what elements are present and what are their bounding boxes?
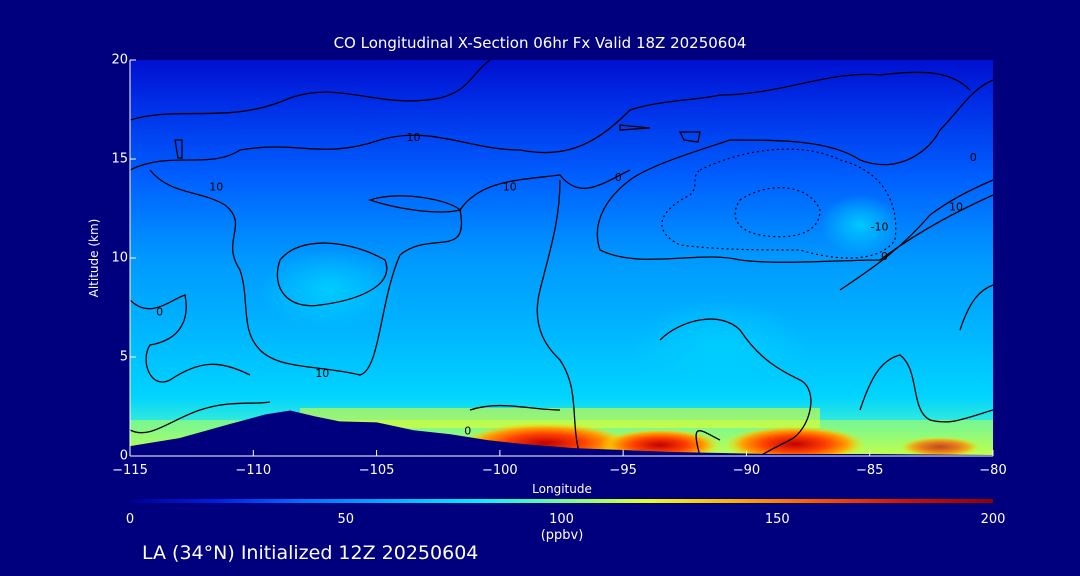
contour-label: -10: [871, 220, 889, 233]
x-tick-label: −85: [855, 463, 884, 478]
colorbar-tick-label: 0: [125, 512, 135, 527]
x-tick-label: −115: [112, 463, 148, 478]
contour-line-negative: [661, 148, 897, 259]
field-patch: [630, 300, 810, 400]
contour-line: [536, 179, 581, 456]
footer-caption: LA (34°N) Initialized 12Z 20250604: [142, 542, 479, 564]
contour-line: [130, 71, 971, 171]
contour-label: 10: [503, 181, 517, 194]
x-tick-label: −110: [235, 463, 272, 478]
co-maximum: [900, 437, 980, 456]
colorbar-tick-label: 200: [980, 512, 1006, 527]
x-axis-label: Longitude: [532, 482, 592, 496]
terrain-mask: [130, 410, 993, 456]
contour-line: [599, 194, 993, 263]
y-tick-label: 0: [119, 448, 128, 464]
contour-line: [596, 79, 993, 251]
contour-line: [130, 60, 491, 121]
contour-label: 10: [407, 131, 421, 144]
y-tick-label: 15: [111, 151, 128, 167]
co-maximum: [725, 426, 865, 456]
x-tick-label: −80: [979, 463, 1007, 478]
colorbar: [130, 499, 993, 503]
contour-line: [130, 401, 271, 434]
x-tick-label: −90: [732, 463, 761, 478]
y-tick-label: 10: [111, 250, 128, 266]
contour-label: 0: [156, 305, 163, 318]
contour-line: [859, 354, 993, 423]
contour-line: [469, 404, 721, 456]
field-patch: [820, 195, 900, 255]
y-tick-label: 5: [119, 349, 128, 365]
contour-label: 0: [464, 424, 471, 437]
chart-title: CO Longitudinal X-Section 06hr Fx Valid …: [333, 34, 747, 52]
colorbar-tick-label: 100: [549, 512, 574, 527]
x-tick-label: −100: [481, 463, 518, 478]
plot-background: [130, 60, 993, 456]
contour-label: 10: [315, 367, 329, 380]
y-tick-label: 20: [111, 52, 128, 68]
contour-line: [839, 179, 993, 291]
contour-label: 0: [881, 250, 888, 263]
colorbar-units: (ppbv): [540, 528, 584, 543]
colorbar-tick-label: 150: [764, 512, 790, 527]
y-axis-label: Altitude (km): [87, 218, 101, 298]
contour-line: [174, 124, 701, 159]
contour-label: 0: [970, 151, 977, 164]
colorbar-tick-label: 50: [337, 512, 355, 527]
x-tick-label: −95: [609, 463, 637, 478]
field-patch: [260, 250, 400, 330]
contour-line: [276, 242, 388, 307]
contour-line: [959, 284, 993, 331]
x-tick-label: −105: [358, 463, 395, 478]
contour-line: [149, 169, 631, 376]
co-maximum: [600, 429, 720, 456]
contour-label: 0: [615, 171, 622, 184]
contour-label: 10: [949, 201, 963, 214]
contour-line: [659, 318, 812, 456]
contour-line: [367, 195, 462, 213]
surface-band: [300, 408, 820, 428]
contour-line: [130, 294, 251, 383]
contour-label: 10: [209, 181, 223, 194]
